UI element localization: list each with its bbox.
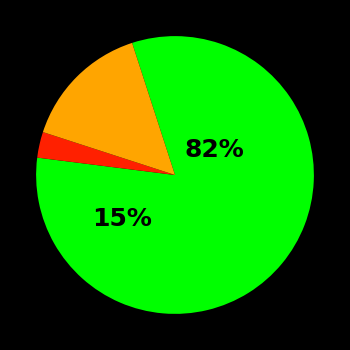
Wedge shape [43,43,175,175]
Text: 15%: 15% [92,208,152,231]
Wedge shape [37,132,175,175]
Wedge shape [36,36,314,314]
Text: 82%: 82% [184,138,244,162]
